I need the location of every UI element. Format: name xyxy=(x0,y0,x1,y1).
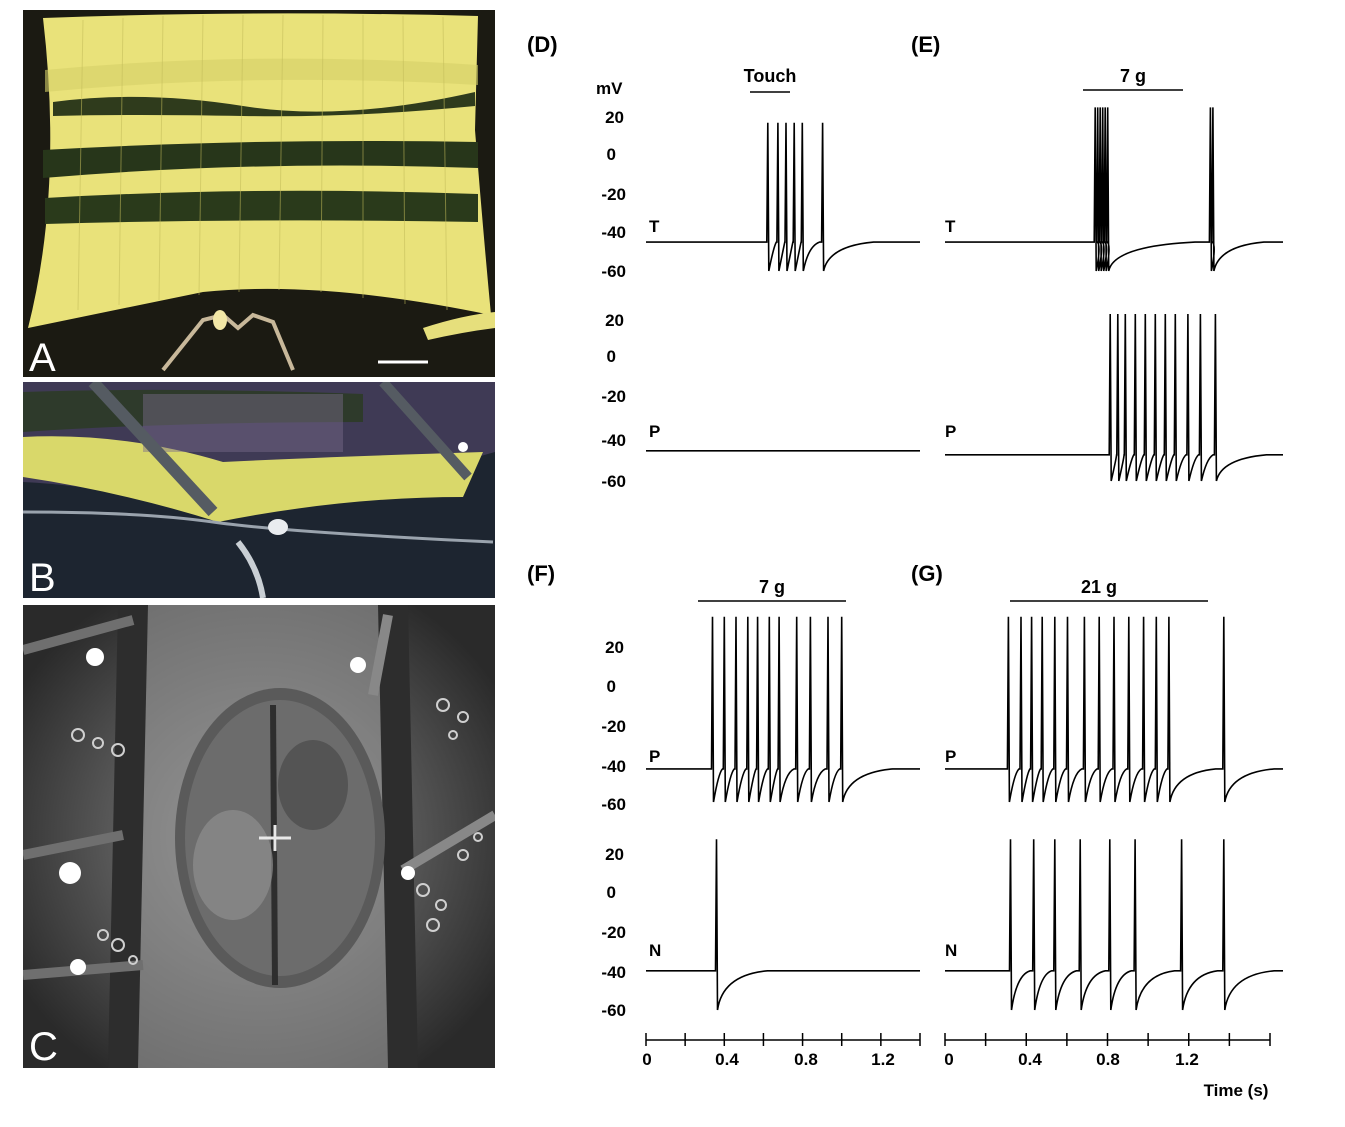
photo-b-image xyxy=(23,382,495,598)
trace-f-p xyxy=(646,616,920,803)
y-tick: -20 xyxy=(601,185,626,204)
y-ticks-d-top: 20 0 -20 -40 -60 xyxy=(601,108,626,281)
photo-b: B xyxy=(23,382,495,598)
trace-name-f-bottom: N xyxy=(649,941,661,960)
y-tick: -60 xyxy=(601,795,626,814)
photo-c-image xyxy=(23,605,495,1068)
time-tick-f-3: 1.2 xyxy=(871,1050,895,1069)
y-ticks-d-bottom: 20 0 -20 -40 -60 xyxy=(601,311,626,491)
panel-label-f: (F) xyxy=(527,561,556,586)
trace-names: T P T P P N P N xyxy=(649,217,957,960)
time-tick-f-1: 0.4 xyxy=(715,1050,739,1069)
trace-d-t xyxy=(646,122,920,272)
time-tick-f-2: 0.8 xyxy=(794,1050,818,1069)
time-tick-g-3: 1.2 xyxy=(1175,1050,1199,1069)
trace-name-e-top: T xyxy=(945,217,956,236)
time-axes xyxy=(645,1033,1271,1046)
y-tick: -60 xyxy=(601,472,626,491)
y-tick: -40 xyxy=(601,223,626,242)
photo-a-image xyxy=(23,10,495,377)
y-tick: 20 xyxy=(605,311,624,330)
panel-label-g: (G) xyxy=(911,561,943,586)
time-axis-label: Time (s) xyxy=(1204,1081,1269,1100)
trace-g-n xyxy=(945,839,1283,1011)
time-tick-labels: 0 0.4 0.8 1.2 0 0.4 0.8 1.2 xyxy=(642,1050,1199,1069)
stimulus-label-g: 21 g xyxy=(1081,577,1117,597)
trace-f-n xyxy=(646,839,920,1011)
y-ticks-f-top: 20 0 -20 -40 -60 xyxy=(601,638,626,814)
time-tick-g-0: 0 xyxy=(944,1050,953,1069)
y-tick: 20 xyxy=(605,638,624,657)
trace-name-g-top: P xyxy=(945,747,956,766)
y-tick: 0 xyxy=(607,883,616,902)
photo-c: C xyxy=(23,605,495,1068)
photo-b-label: B xyxy=(29,556,56,598)
y-tick: -20 xyxy=(601,387,626,406)
trace-paths xyxy=(646,107,1283,1011)
trace-name-d-top: T xyxy=(649,217,660,236)
y-tick: 20 xyxy=(605,108,624,127)
unit-label: mV xyxy=(596,79,623,98)
trace-name-f-top: P xyxy=(649,747,660,766)
time-tick-g-1: 0.4 xyxy=(1018,1050,1042,1069)
panel-label-d: (D) xyxy=(527,32,558,57)
trace-e-p xyxy=(945,313,1283,482)
y-tick: -20 xyxy=(601,717,626,736)
y-tick: -20 xyxy=(601,923,626,942)
trace-name-e-bottom: P xyxy=(945,422,956,441)
y-tick: 0 xyxy=(607,677,616,696)
time-tick-g-2: 0.8 xyxy=(1096,1050,1120,1069)
photo-a: A xyxy=(23,10,495,377)
stimulus-label-f: 7 g xyxy=(759,577,785,597)
stimulus-label-e: 7 g xyxy=(1120,66,1146,86)
y-tick: -40 xyxy=(601,963,626,982)
stimulus-label-d: Touch xyxy=(744,66,797,86)
y-tick: -60 xyxy=(601,262,626,281)
time-tick-f-0: 0 xyxy=(642,1050,651,1069)
y-ticks-f-bottom: 20 0 -20 -40 -60 xyxy=(601,845,626,1020)
photo-c-label: C xyxy=(29,1025,58,1068)
y-tick: 20 xyxy=(605,845,624,864)
panel-label-e: (E) xyxy=(911,32,941,57)
y-tick: -40 xyxy=(601,757,626,776)
photo-a-label: A xyxy=(29,336,56,377)
y-tick: 0 xyxy=(607,347,616,366)
trace-e-t xyxy=(945,107,1283,272)
y-tick: -40 xyxy=(601,431,626,450)
y-tick: -60 xyxy=(601,1001,626,1020)
y-tick: 0 xyxy=(607,145,616,164)
trace-name-d-bottom: P xyxy=(649,422,660,441)
trace-g-p xyxy=(945,616,1283,803)
trace-name-g-bottom: N xyxy=(945,941,957,960)
